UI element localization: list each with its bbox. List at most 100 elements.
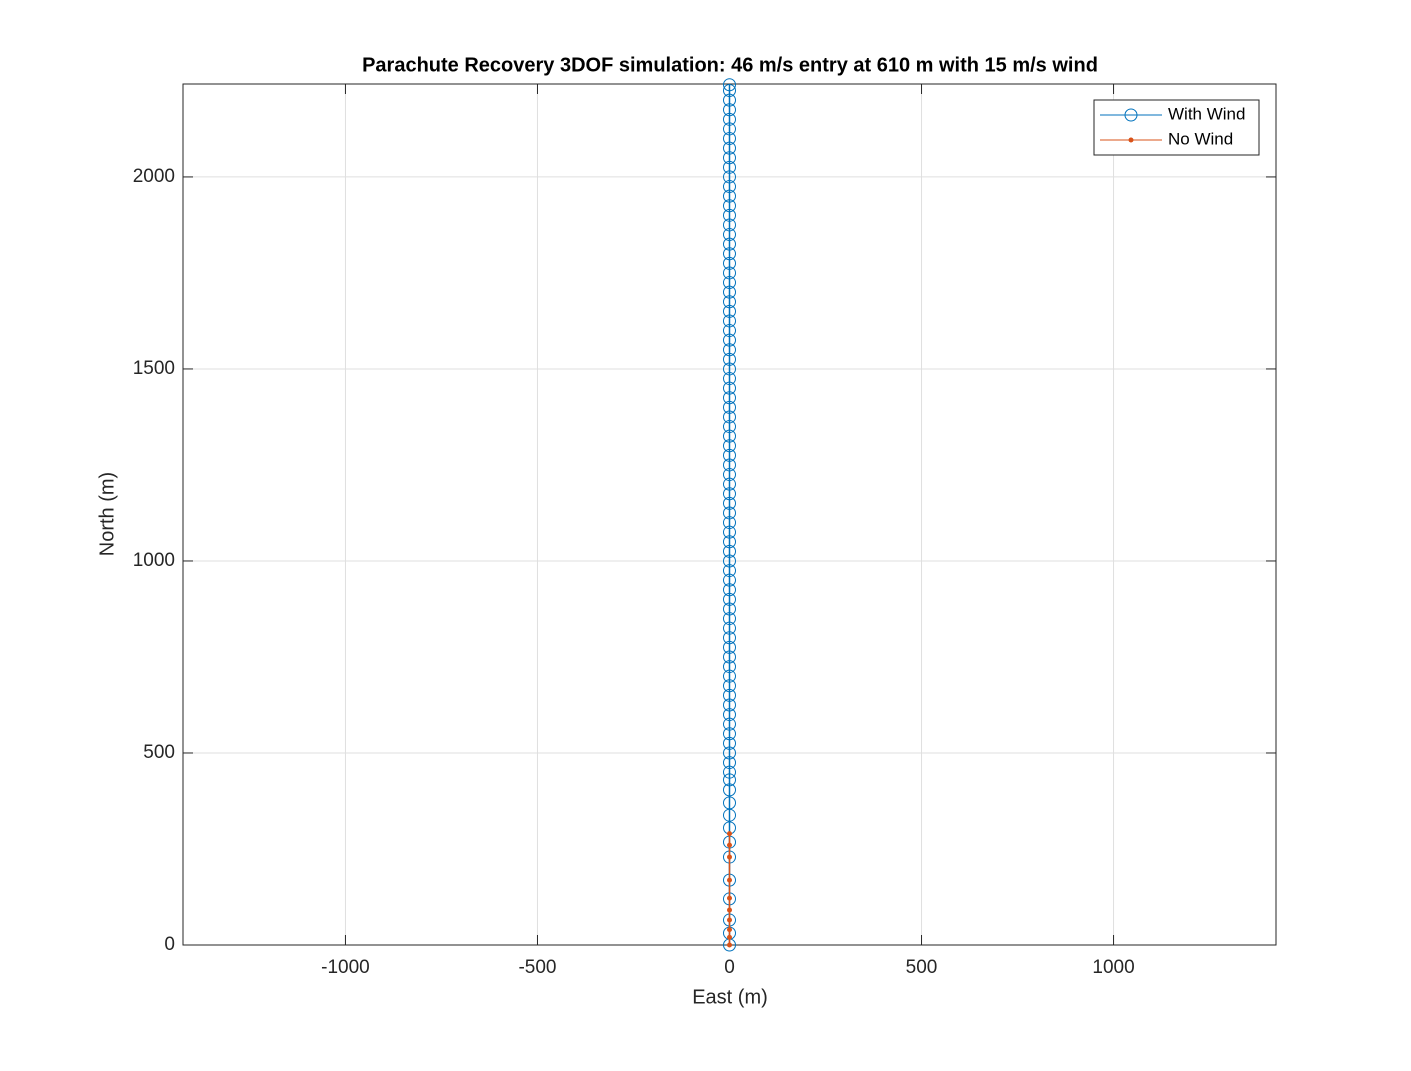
data-point <box>723 410 736 424</box>
data-point <box>723 727 736 741</box>
data-point <box>723 122 736 136</box>
data-point <box>723 78 736 92</box>
data-point <box>723 448 736 462</box>
x-tick-label: -1000 <box>321 957 370 978</box>
data-point <box>723 516 736 530</box>
data-point <box>723 352 736 366</box>
data-point <box>723 458 736 472</box>
data-point <box>723 477 736 491</box>
data-point <box>723 420 736 434</box>
data-point <box>723 612 736 626</box>
data-point <box>727 877 732 883</box>
data-point <box>723 141 736 155</box>
data-point <box>723 237 736 251</box>
x-tick-label: 1000 <box>1092 957 1134 978</box>
data-point <box>723 535 736 549</box>
data-point <box>723 429 736 443</box>
y-tick-label: 500 <box>143 742 175 763</box>
data-point <box>723 362 736 376</box>
data-point <box>723 247 736 261</box>
data-point <box>723 333 736 347</box>
data-point <box>723 343 736 357</box>
legend-marker <box>1124 108 1138 122</box>
data-point <box>723 468 736 482</box>
data-point <box>723 525 736 539</box>
data-point <box>723 650 736 664</box>
data-point <box>723 496 736 510</box>
data-point <box>723 180 736 194</box>
data-point <box>723 573 736 587</box>
legend-box <box>1093 99 1260 156</box>
data-point <box>723 698 736 712</box>
data-point <box>723 564 736 578</box>
data-point <box>723 103 736 117</box>
data-point <box>723 304 736 318</box>
data-point <box>723 189 736 203</box>
data-point <box>727 842 732 848</box>
data-point <box>723 796 736 810</box>
data-point <box>727 942 732 948</box>
data-point <box>723 372 736 386</box>
data-point <box>723 679 736 693</box>
data-point <box>723 84 736 98</box>
x-axis-label: East (m) <box>692 986 768 1008</box>
data-point <box>723 746 736 760</box>
data-point <box>723 199 736 213</box>
legend-label: With Wind <box>1168 104 1245 123</box>
data-point <box>723 631 736 645</box>
data-point <box>727 854 732 860</box>
data-point <box>723 487 736 501</box>
data-point <box>723 773 736 787</box>
data-point <box>727 831 732 837</box>
y-axis-label: North (m) <box>96 472 118 556</box>
y-tick-label: 2000 <box>133 166 175 187</box>
y-tick-label: 0 <box>164 934 175 955</box>
data-point <box>723 544 736 558</box>
data-point <box>727 907 732 913</box>
data-point <box>723 708 736 722</box>
data-point <box>723 717 736 731</box>
data-point <box>723 621 736 635</box>
data-point <box>723 756 736 770</box>
data-point <box>723 506 736 520</box>
data-point <box>723 112 736 126</box>
x-tick-label: -500 <box>518 957 556 978</box>
data-point <box>723 602 736 616</box>
data-point <box>723 218 736 232</box>
data-point <box>723 314 736 328</box>
data-point <box>723 93 736 107</box>
data-point <box>723 583 736 597</box>
data-point <box>723 208 736 222</box>
legend-label: No Wind <box>1168 129 1233 148</box>
data-point <box>723 592 736 606</box>
data-point <box>723 285 736 299</box>
data-point <box>723 256 736 270</box>
data-point <box>723 736 736 750</box>
legend-marker <box>1128 137 1134 143</box>
data-point <box>723 765 736 779</box>
data-point <box>723 669 736 683</box>
y-tick-label: 1500 <box>133 358 175 379</box>
data-point <box>723 160 736 174</box>
data-point <box>723 554 736 568</box>
data-point <box>723 400 736 414</box>
data-point <box>723 228 736 242</box>
data-point <box>727 895 732 901</box>
data-point <box>723 381 736 395</box>
y-tick-label: 1000 <box>133 550 175 571</box>
data-point <box>723 266 736 280</box>
data-point <box>723 439 736 453</box>
data-point <box>723 170 736 184</box>
x-tick-label: 500 <box>906 957 938 978</box>
x-tick-label: 0 <box>724 957 735 978</box>
data-point <box>727 934 732 940</box>
data-point <box>723 783 736 797</box>
data-point <box>723 391 736 405</box>
data-point <box>723 276 736 290</box>
data-point <box>723 295 736 309</box>
data-point <box>727 927 732 933</box>
data-point <box>723 660 736 674</box>
data-point <box>723 151 736 165</box>
